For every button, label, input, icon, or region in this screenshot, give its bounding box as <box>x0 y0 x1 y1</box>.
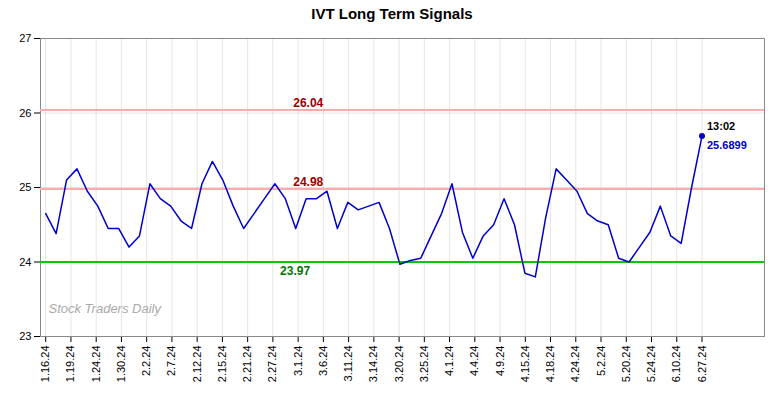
svg-text:27: 27 <box>19 32 31 44</box>
svg-text:6.27.24: 6.27.24 <box>696 346 708 383</box>
html-text:IVT Long Term Signals: IVT Long Term Signals <box>311 5 473 22</box>
svg-text:24: 24 <box>19 256 31 268</box>
svg-text:2.7.24: 2.7.24 <box>165 346 177 377</box>
svg-text:1.16.24: 1.16.24 <box>39 346 51 383</box>
svg-text:23: 23 <box>19 330 31 342</box>
svg-text:3.1.24: 3.1.24 <box>292 346 304 377</box>
svg-text:4.24.24: 4.24.24 <box>569 346 581 383</box>
svg-text:26.04: 26.04 <box>293 96 323 110</box>
svg-text:2.2.24: 2.2.24 <box>140 346 152 377</box>
svg-text:3.6.24: 3.6.24 <box>317 346 329 377</box>
svg-text:3.25.24: 3.25.24 <box>418 346 430 383</box>
svg-text:25: 25 <box>19 181 31 193</box>
svg-text:3.14.24: 3.14.24 <box>367 346 379 383</box>
svg-text:25.6899: 25.6899 <box>707 139 747 151</box>
svg-text:13:02: 13:02 <box>707 120 735 132</box>
svg-text:4.18.24: 4.18.24 <box>544 346 556 383</box>
svg-text:4.15.24: 4.15.24 <box>519 346 531 383</box>
svg-text:1.19.24: 1.19.24 <box>64 346 76 383</box>
svg-text:6.10.24: 6.10.24 <box>670 346 682 383</box>
svg-text:2.27.24: 2.27.24 <box>266 346 278 383</box>
svg-text:2.12.24: 2.12.24 <box>191 346 203 383</box>
svg-text:5.20.24: 5.20.24 <box>620 346 632 383</box>
svg-text:4.1.24: 4.1.24 <box>443 346 455 377</box>
svg-text:23.97: 23.97 <box>280 264 310 278</box>
svg-text:4.4.24: 4.4.24 <box>468 346 480 377</box>
svg-text:2.21.24: 2.21.24 <box>241 346 253 383</box>
svg-text:3.20.24: 3.20.24 <box>393 346 405 383</box>
svg-text:2.15.24: 2.15.24 <box>216 346 228 383</box>
svg-text:1.30.24: 1.30.24 <box>115 346 127 383</box>
svg-text:26: 26 <box>19 107 31 119</box>
svg-text:3.11.24: 3.11.24 <box>342 346 354 382</box>
svg-text:Stock Traders Daily: Stock Traders Daily <box>49 301 163 316</box>
svg-text:4.9.24: 4.9.24 <box>494 346 506 377</box>
svg-text:5.24.24: 5.24.24 <box>645 346 657 383</box>
svg-text:1.24.24: 1.24.24 <box>90 346 102 383</box>
svg-text:5.2.24: 5.2.24 <box>595 346 607 377</box>
svg-text:24.98: 24.98 <box>293 175 323 189</box>
